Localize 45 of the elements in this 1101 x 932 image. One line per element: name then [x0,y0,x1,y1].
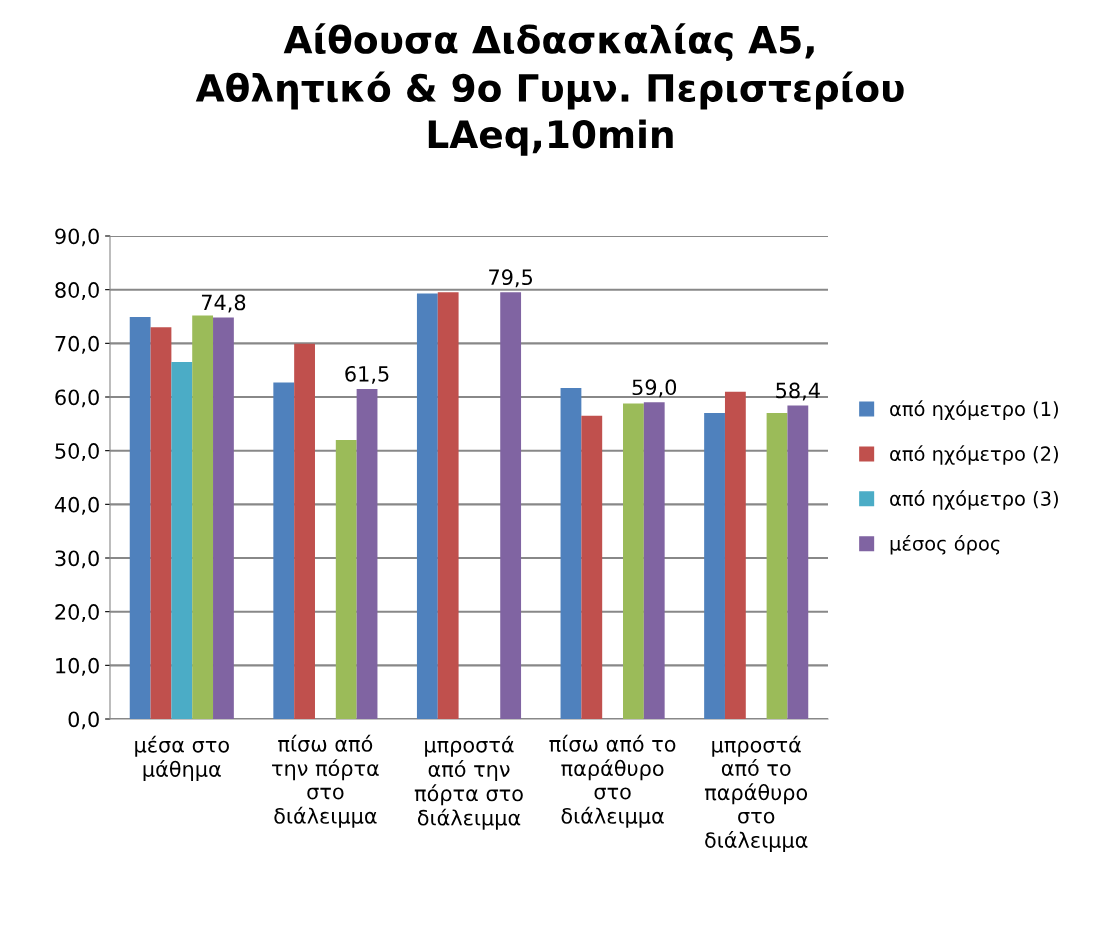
x-tick-label: πίσω από την πόρτα στο διάλειμμα [272,734,379,828]
data-label: 58,4 [776,382,820,401]
bar [500,292,522,719]
bar [213,317,234,719]
x-tick-label: μπροστά από το παράθυρο στο διάλειμμα [704,735,808,852]
bar [273,382,295,719]
y-tick-label: 90,0 [55,228,99,247]
bar [724,391,746,719]
y-tick-label: 40,0 [54,496,99,515]
bar [643,402,665,719]
bar [171,362,193,719]
y-tick-label: 60,0 [55,389,99,408]
bar [787,405,809,719]
legend-label: από ηχόμετρο (2) [890,445,1058,465]
bar [129,317,151,719]
bar [192,315,214,719]
bar [581,415,603,719]
data-label: 59,0 [632,379,677,398]
chart-title: Αίθουσα Διδασκαλίας Α5, Αθλητικό & 9ο Γυμν. Περιστερίου LAeq,10min [195,23,904,156]
y-tick-label: 10,0 [56,657,99,676]
x-tick-label: μπροστά από την πόρτα στο διάλειμμα [414,735,523,830]
bar [704,413,725,719]
legend-label: μέσος όρος [890,535,1000,555]
bar [623,403,644,719]
bar [294,343,315,719]
y-tick-label: 30,0 [55,550,99,569]
data-label: 79,5 [489,269,533,288]
bar [766,413,788,719]
y-tick-label: 80,0 [55,282,99,300]
x-tick-label: μέσα στο μάθημα [135,735,229,781]
bar [416,293,438,719]
legend-label: από ηχόμετρο (1) [890,400,1058,420]
y-tick-label: 70,0 [55,335,99,354]
bar [335,439,357,719]
bar [437,292,459,719]
bar [560,387,582,719]
data-label: 61,5 [345,365,389,384]
x-tick-label: πίσω από το παράθυρο στο διάλειμμα [549,734,676,828]
legend-label: από ηχόμετρο (3) [890,490,1058,510]
y-tick-label: 50,0 [55,443,99,461]
bar [150,327,172,719]
bar [356,388,378,719]
y-tick-label: 20,0 [55,604,99,622]
data-label: 74,8 [201,294,246,313]
y-tick-label: 0,0 [68,711,99,730]
